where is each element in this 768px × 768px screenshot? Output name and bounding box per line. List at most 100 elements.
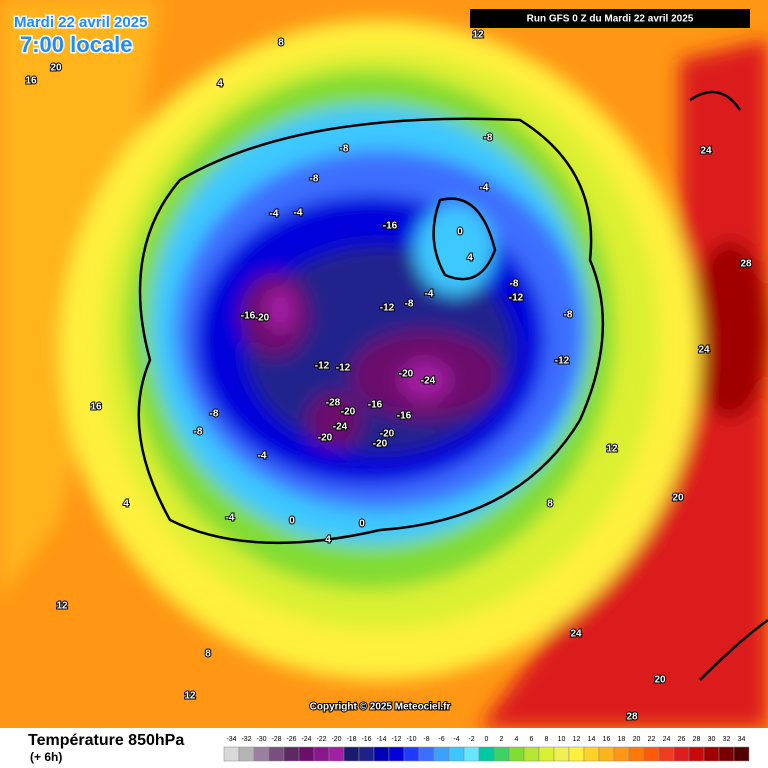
scale-label: -32: [241, 736, 251, 743]
contour-label: 16: [25, 76, 37, 87]
contour-label: 12: [472, 30, 484, 41]
contour-label: -24: [333, 422, 348, 433]
legend-subtitle: (+ 6h): [30, 750, 62, 764]
scale-label: 2: [500, 736, 504, 743]
scale-swatch: [613, 746, 630, 762]
contour-label: -28: [326, 398, 341, 409]
contour-label: 8: [547, 499, 553, 510]
contour-label: -12: [509, 293, 524, 304]
scale-swatch: [553, 746, 570, 762]
contour-label: 12: [606, 444, 618, 455]
scale-swatch: [538, 746, 555, 762]
scale-label: 26: [678, 736, 686, 743]
scale-swatch: [238, 746, 255, 762]
scale-swatch: [508, 746, 525, 762]
scale-label: -10: [406, 736, 416, 743]
scale-swatch: [268, 746, 285, 762]
scale-swatch: [388, 746, 405, 762]
contour-label: -16: [383, 221, 398, 232]
scale-label: -22: [316, 736, 326, 743]
legend-title: Température 850hPa: [28, 732, 184, 749]
scale-label: -34: [226, 736, 236, 743]
scale-swatch: [643, 746, 660, 762]
contour-label: -12: [380, 303, 395, 314]
scale-swatch: [433, 746, 450, 762]
contour-label: 0: [359, 519, 365, 530]
contour-label: -8: [484, 133, 493, 144]
contour-label: 4: [325, 535, 331, 546]
scale-label: -4: [453, 736, 459, 743]
scale-swatch: [343, 746, 360, 762]
contour-label: -4: [226, 513, 235, 524]
contour-label: 4: [467, 253, 473, 264]
scale-swatch: [283, 746, 300, 762]
scale-label: 20: [633, 736, 641, 743]
contour-label: 12: [56, 601, 68, 612]
scale-label: -24: [301, 736, 311, 743]
contour-label: -24: [421, 376, 436, 387]
contour-label: -4: [294, 208, 303, 219]
scale-label: 10: [558, 736, 566, 743]
contour-label: -20: [255, 313, 270, 324]
scale-swatch: [598, 746, 615, 762]
scale-label: -20: [331, 736, 341, 743]
contour-label: 8: [278, 38, 284, 49]
scale-label: -2: [468, 736, 474, 743]
scale-label: -14: [376, 736, 386, 743]
scale-label: 34: [738, 736, 746, 743]
contour-label: -12: [555, 356, 570, 367]
contour-label: -20: [399, 369, 414, 380]
contour-label: 4: [123, 499, 129, 510]
scale-label: -26: [286, 736, 296, 743]
scale-swatch: [493, 746, 510, 762]
scale-swatch: [703, 746, 720, 762]
time: 7:00 locale: [20, 32, 133, 57]
contour-label: -12: [315, 361, 330, 372]
scale-swatch: [628, 746, 645, 762]
scale-label: -8: [423, 736, 429, 743]
scale-swatch: [373, 746, 390, 762]
copyright: Copyright © 2025 Meteociel.fr: [310, 702, 451, 713]
contour-label: 24: [570, 629, 582, 640]
scale-label: 16: [603, 736, 611, 743]
scale-label: 30: [708, 736, 716, 743]
contour-label: -16: [241, 311, 256, 322]
contour-label: -8: [564, 310, 573, 321]
scale-label: -28: [271, 736, 281, 743]
map: [0, 0, 768, 728]
scale-swatch: [403, 746, 420, 762]
run-info: Run GFS 0 Z du Mardi 22 avril 2025: [527, 14, 694, 25]
contour-label: -8: [194, 427, 203, 438]
scale-swatch: [358, 746, 375, 762]
scale-swatch: [253, 746, 270, 762]
contour-label: 20: [654, 675, 666, 686]
contour-label: 20: [672, 493, 684, 504]
scale-swatch: [583, 746, 600, 762]
scale-label: 8: [545, 736, 549, 743]
contour-label: 24: [700, 146, 712, 157]
scale-label: 12: [573, 736, 581, 743]
scale-label: 6: [530, 736, 534, 743]
scale-swatch: [688, 746, 705, 762]
scale-swatch: [478, 746, 495, 762]
contour-label: 12: [184, 691, 196, 702]
contour-label: -20: [341, 407, 356, 418]
contour-label: -8: [405, 299, 414, 310]
contour-label: -16: [368, 400, 383, 411]
scale-label: -16: [361, 736, 371, 743]
scale-swatch: [673, 746, 690, 762]
contour-label: -4: [270, 209, 279, 220]
scale-label: 24: [663, 736, 671, 743]
scale-swatch: [328, 746, 345, 762]
contour-label: -4: [258, 451, 267, 462]
contour-label: 0: [457, 227, 463, 238]
scale-label: 22: [648, 736, 656, 743]
contour-label: 20: [50, 63, 62, 74]
contour-label: -20: [380, 429, 395, 440]
scale-swatch: [523, 746, 540, 762]
contour-label: -20: [318, 433, 333, 444]
scale-label: 32: [723, 736, 731, 743]
contour-label: 16: [90, 402, 102, 413]
contour-label: 0: [289, 516, 295, 527]
